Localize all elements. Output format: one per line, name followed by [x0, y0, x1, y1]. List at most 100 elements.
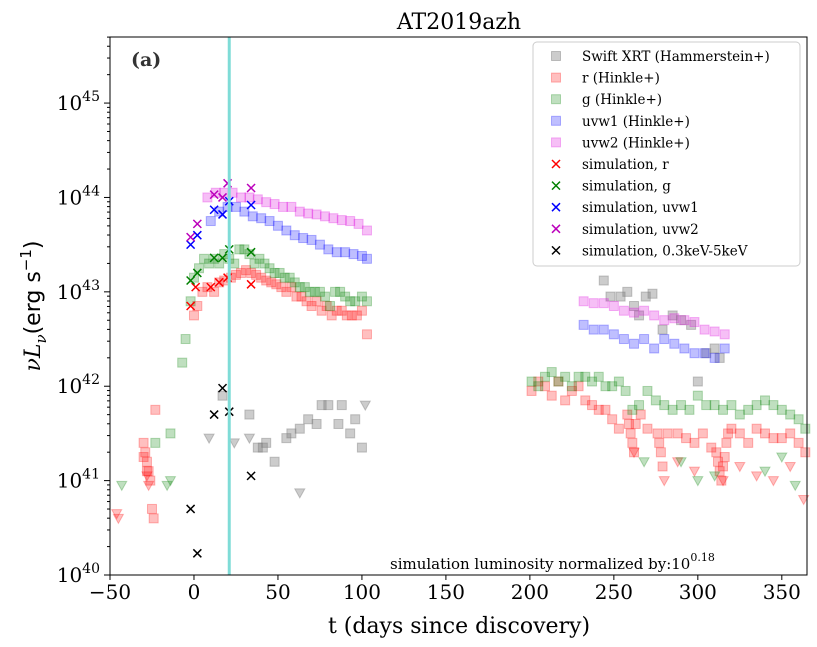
- data-point: [719, 452, 730, 463]
- legend-entry-label: uvw2 (Hinkle+): [582, 135, 690, 151]
- data-point: [642, 423, 653, 434]
- legend-entry-label: simulation, 0.3keV-5keV: [582, 243, 748, 259]
- data-point: [192, 230, 202, 240]
- data-point: [776, 433, 787, 444]
- legend-marker: [551, 159, 561, 169]
- data-point: [578, 319, 589, 330]
- data-point: [271, 279, 282, 290]
- data-point: [723, 428, 734, 439]
- data-point: [681, 433, 692, 444]
- data-point: [714, 352, 725, 363]
- data-point: [281, 225, 292, 236]
- data-point-upper-limit: [142, 480, 155, 492]
- data-point: [587, 400, 598, 411]
- data-point: [679, 315, 690, 326]
- data-point: [553, 376, 564, 387]
- data-point: [165, 428, 176, 439]
- data-point: [281, 286, 292, 297]
- data-point: [244, 409, 255, 420]
- x-tick-label: 350: [763, 580, 801, 604]
- data-point: [276, 282, 287, 293]
- x-axis-label: t (days since discovery): [328, 614, 590, 639]
- series-2: [115, 244, 811, 492]
- data-point: [697, 428, 708, 439]
- normalization-annotation-exponent: 0.18: [690, 551, 715, 564]
- data-point: [699, 348, 710, 359]
- data-point: [346, 310, 357, 321]
- data-point: [191, 282, 201, 292]
- data-point: [141, 466, 152, 477]
- data-point: [304, 286, 315, 297]
- data-point: [296, 291, 307, 302]
- data-point: [336, 215, 347, 226]
- data-point: [256, 272, 267, 283]
- data-point-upper-limit: [293, 488, 306, 499]
- data-point: [236, 267, 247, 278]
- data-point: [274, 267, 285, 278]
- y-axis-label-sub: ν: [32, 334, 50, 343]
- data-point: [613, 423, 624, 434]
- data-point: [629, 307, 640, 318]
- data-point: [146, 503, 157, 514]
- data-point: [718, 461, 729, 472]
- data-point: [566, 385, 577, 396]
- data-point: [192, 219, 202, 229]
- data-point: [206, 282, 216, 292]
- data-point: [316, 305, 327, 316]
- data-point: [553, 376, 564, 387]
- data-point: [246, 200, 256, 210]
- data-point: [257, 442, 268, 453]
- data-point: [361, 296, 372, 307]
- data-point: [331, 305, 342, 316]
- legend-entry-label: simulation, uvw1: [582, 200, 699, 216]
- data-point: [286, 201, 297, 212]
- data-point: [676, 315, 687, 326]
- data-point: [709, 352, 720, 363]
- data-point-upper-limit: [203, 433, 215, 445]
- data-point: [546, 367, 557, 378]
- data-point: [294, 282, 305, 293]
- legend-marker: [551, 72, 561, 83]
- data-point: [539, 381, 550, 392]
- data-point-upper-limit: [750, 471, 763, 482]
- data-point: [613, 376, 624, 387]
- data-point: [316, 400, 327, 411]
- legend-entry-label: simulation, uvw2: [582, 222, 699, 238]
- data-point: [600, 404, 611, 415]
- data-point: [657, 461, 668, 472]
- data-point: [150, 437, 161, 448]
- data-point: [600, 381, 611, 392]
- data-point: [311, 209, 322, 220]
- legend-marker: [551, 245, 561, 255]
- data-point: [701, 348, 712, 359]
- data-point: [593, 404, 604, 415]
- data-point: [546, 390, 557, 401]
- data-point: [709, 326, 720, 337]
- data-point: [289, 230, 300, 241]
- data-point: [209, 410, 219, 420]
- normalization-annotation-text: simulation luminosity normalized by:10: [390, 555, 690, 573]
- data-point: [186, 275, 196, 286]
- data-point: [593, 371, 604, 382]
- data-point: [217, 209, 228, 219]
- data-point: [328, 213, 339, 224]
- data-point: [689, 348, 700, 359]
- data-point-upper-limit: [691, 476, 704, 487]
- data-point: [618, 334, 629, 345]
- legend-entry-label: Swift XRT (Hammerstein+): [582, 49, 770, 65]
- data-point-upper-limit: [228, 438, 241, 449]
- data-point: [314, 286, 325, 297]
- data-point: [608, 329, 619, 340]
- data-point: [598, 275, 609, 286]
- data-point: [635, 409, 646, 420]
- data-point: [286, 428, 297, 439]
- data-point: [345, 216, 356, 227]
- data-point: [800, 423, 811, 434]
- data-point: [560, 395, 571, 406]
- data-point: [361, 253, 372, 264]
- data-point: [261, 437, 272, 448]
- data-point: [689, 437, 700, 448]
- data-point: [726, 400, 737, 411]
- data-point: [785, 409, 796, 420]
